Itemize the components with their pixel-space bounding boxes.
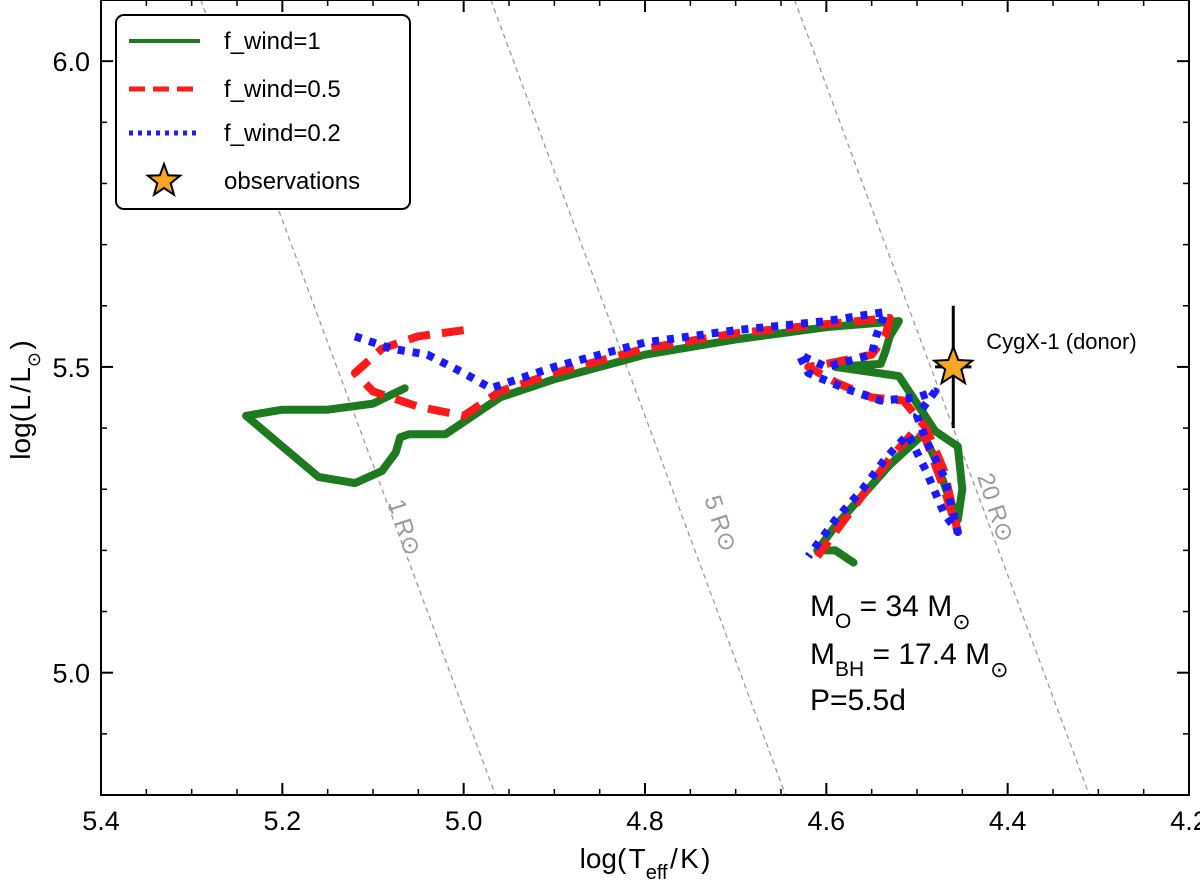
x-tick-label: 4.6 xyxy=(808,806,846,836)
legend-box xyxy=(115,14,411,210)
radius-line-1 xyxy=(200,0,497,795)
radius-label-3: 20 R⊙ xyxy=(971,470,1019,546)
legend-entry-3: f_wind=0.2 xyxy=(224,120,341,147)
annotation-2: MBH = 17.4 M⊙ xyxy=(810,638,1009,682)
legend-entry-1: f_wind=1 xyxy=(224,28,321,55)
series-line-f-wind-0-5 xyxy=(350,314,962,559)
legend-star xyxy=(145,161,183,198)
x-tick-label: 5.2 xyxy=(264,806,302,836)
x-tick-label: 4.8 xyxy=(626,806,664,836)
x-tick-label: 5.0 xyxy=(445,806,483,836)
annotation-3: P=5.5d xyxy=(810,684,906,717)
y-axis-label: log( L / L⊙ ) xyxy=(5,340,44,459)
observation-label: CygX-1 (donor) xyxy=(986,329,1136,354)
x-tick-label: 4.2 xyxy=(1170,806,1200,836)
x-axis-label: log( Teff / K ) xyxy=(580,843,711,884)
legend: f_wind=1 f_wind=0.5 f_wind=0.2 observations xyxy=(115,14,411,210)
legend-entry-2: f_wind=0.5 xyxy=(224,76,341,103)
y-tick-label: 5.0 xyxy=(52,659,90,689)
annotation-1: MO = 34 M⊙ xyxy=(810,590,971,634)
observation-star xyxy=(931,344,975,386)
series-line-f-wind-0-2 xyxy=(353,307,962,559)
y-tick-label: 5.5 xyxy=(52,353,90,383)
x-tick-label: 5.4 xyxy=(82,806,120,836)
y-tick-label: 6.0 xyxy=(52,47,90,77)
radius-line-3 xyxy=(793,0,1090,795)
legend-entry-4: observations xyxy=(224,168,360,195)
radius-line-2 xyxy=(490,0,787,795)
radius-label-1: 1 R⊙ xyxy=(382,496,425,559)
x-tick-label: 4.4 xyxy=(989,806,1027,836)
radius-label-2: 5 R⊙ xyxy=(698,492,741,555)
